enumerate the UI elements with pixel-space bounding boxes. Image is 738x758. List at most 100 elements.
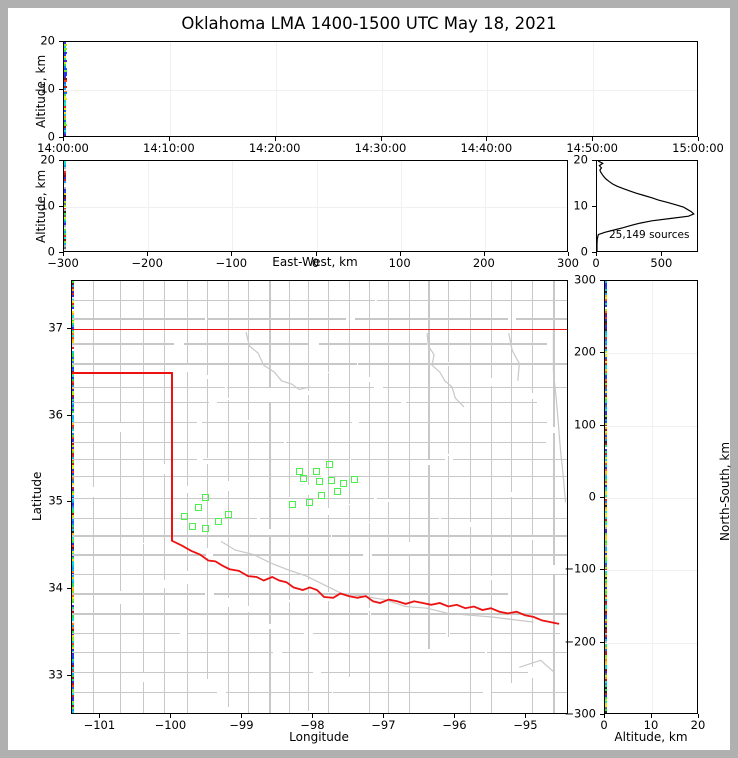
source-point[interactable] [64,213,66,215]
source-point[interactable] [64,239,66,241]
source-point[interactable] [64,211,66,213]
source-point[interactable] [64,74,67,76]
gridline-time-1[interactable] [169,42,171,136]
source-point[interactable] [64,199,66,201]
source-point[interactable] [64,171,66,173]
source-point[interactable] [64,78,67,80]
source-point[interactable] [64,128,66,130]
source-point[interactable] [64,108,66,110]
source-point[interactable] [64,193,66,195]
source-point[interactable] [64,205,66,207]
source-point[interactable] [64,179,66,181]
source-point[interactable] [64,181,66,183]
source-point[interactable] [64,161,66,163]
source-point[interactable] [64,90,67,92]
source-point[interactable] [64,187,66,189]
source-point[interactable] [64,225,66,227]
gridline-ew--100[interactable] [232,161,234,251]
source-point[interactable] [64,175,66,177]
gridline-ew--200[interactable] [148,161,150,251]
source-point[interactable] [64,197,66,199]
gridline-altitude-10[interactable] [64,90,697,91]
source-point[interactable] [64,203,66,205]
source-point[interactable] [64,227,66,229]
panel-east-west-cross-section[interactable] [63,160,568,252]
source-point[interactable] [64,233,66,235]
gridline-time-3[interactable] [381,42,383,136]
source-point[interactable] [64,122,66,124]
source-point[interactable] [64,229,66,231]
source-point[interactable] [64,104,66,106]
source-point[interactable] [64,48,67,50]
source-point[interactable] [64,114,66,116]
source-point[interactable] [64,66,66,68]
source-point[interactable] [64,42,66,44]
source-point[interactable] [64,243,66,245]
source-point[interactable] [64,207,66,209]
source-point[interactable] [64,241,66,243]
gridline-time-2[interactable] [275,42,277,136]
source-point[interactable] [64,80,67,82]
source-point[interactable] [64,120,66,122]
source-point[interactable] [64,209,66,211]
source-point[interactable] [64,84,66,86]
source-point[interactable] [64,112,66,114]
source-point[interactable] [64,102,66,104]
source-point[interactable] [64,215,66,217]
source-point[interactable] [64,58,66,60]
panel-time-height[interactable] [63,41,698,137]
source-point[interactable] [64,132,66,134]
gridline-ew-200[interactable] [484,161,486,251]
source-point[interactable] [64,165,66,167]
source-point[interactable] [64,56,66,58]
source-point[interactable] [64,235,66,237]
source-point[interactable] [64,183,66,185]
source-point[interactable] [64,217,66,219]
gridline-ew-100[interactable] [400,161,402,251]
source-point[interactable] [64,249,66,251]
source-point[interactable] [64,237,66,239]
source-point[interactable] [64,62,66,64]
source-point[interactable] [64,86,67,88]
source-point[interactable] [64,50,66,52]
source-point[interactable] [64,189,66,191]
source-point[interactable] [64,245,66,247]
source-point[interactable] [64,219,66,221]
source-point[interactable] [64,195,66,197]
source-point[interactable] [64,201,66,203]
gridline-altitude-10[interactable] [64,207,567,208]
source-point[interactable] [64,134,66,136]
source-point[interactable] [64,94,66,96]
source-point[interactable] [64,76,66,78]
source-point[interactable] [64,221,66,223]
source-point[interactable] [64,118,66,120]
source-point[interactable] [64,110,66,112]
source-point[interactable] [64,124,67,126]
source-point[interactable] [64,44,67,46]
source-point[interactable] [64,96,66,98]
source-point[interactable] [64,68,67,70]
source-point[interactable] [64,60,67,62]
source-point[interactable] [64,163,66,165]
gridline-ew-0[interactable] [316,161,318,251]
source-point[interactable] [64,98,67,100]
source-point[interactable] [64,177,66,179]
source-point[interactable] [64,231,66,233]
source-point[interactable] [64,72,67,74]
source-point[interactable] [64,82,66,84]
source-point[interactable] [64,130,66,132]
source-point[interactable] [64,54,66,56]
source-point[interactable] [64,52,67,54]
source-point[interactable] [64,185,66,187]
source-point[interactable] [64,64,66,66]
source-point[interactable] [64,100,66,102]
source-point[interactable] [64,169,66,171]
source-point[interactable] [64,191,66,193]
source-point[interactable] [64,223,66,225]
source-point[interactable] [64,92,67,94]
gridline-time-5[interactable] [593,42,595,136]
source-point[interactable] [64,106,66,108]
source-point[interactable] [64,46,66,48]
source-point[interactable] [64,247,66,249]
source-point[interactable] [64,167,66,169]
